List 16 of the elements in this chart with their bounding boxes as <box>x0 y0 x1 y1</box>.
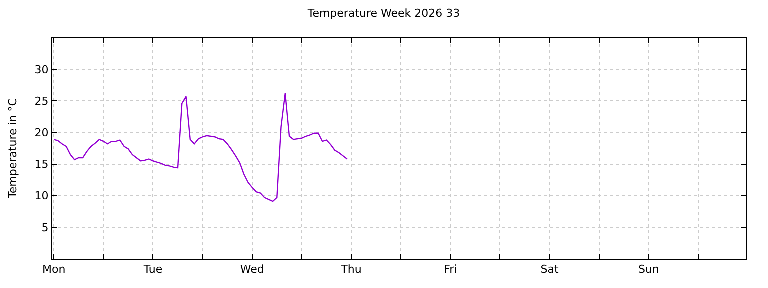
x-tick-label: Thu <box>340 263 362 276</box>
x-tick-label: Tue <box>142 263 163 276</box>
y-tick-label: 20 <box>34 126 49 140</box>
x-tick-label: Wed <box>240 263 264 276</box>
y-tick-label: 5 <box>42 221 49 234</box>
y-axis-title: Temperature in °C <box>6 98 20 200</box>
y-tick-label: 25 <box>34 94 49 108</box>
line-series <box>53 92 348 202</box>
x-tick-label: Mon <box>42 263 66 276</box>
x-tick-label: Sun <box>638 263 660 276</box>
y-tick-label: 10 <box>34 190 49 203</box>
chart-title: Temperature Week 2026 33 <box>306 6 460 20</box>
y-tick-label: 15 <box>34 158 49 172</box>
x-tick-label: Sat <box>540 263 560 276</box>
y-tick-label: 30 <box>34 63 49 76</box>
x-tick-label: Fri <box>444 263 458 276</box>
